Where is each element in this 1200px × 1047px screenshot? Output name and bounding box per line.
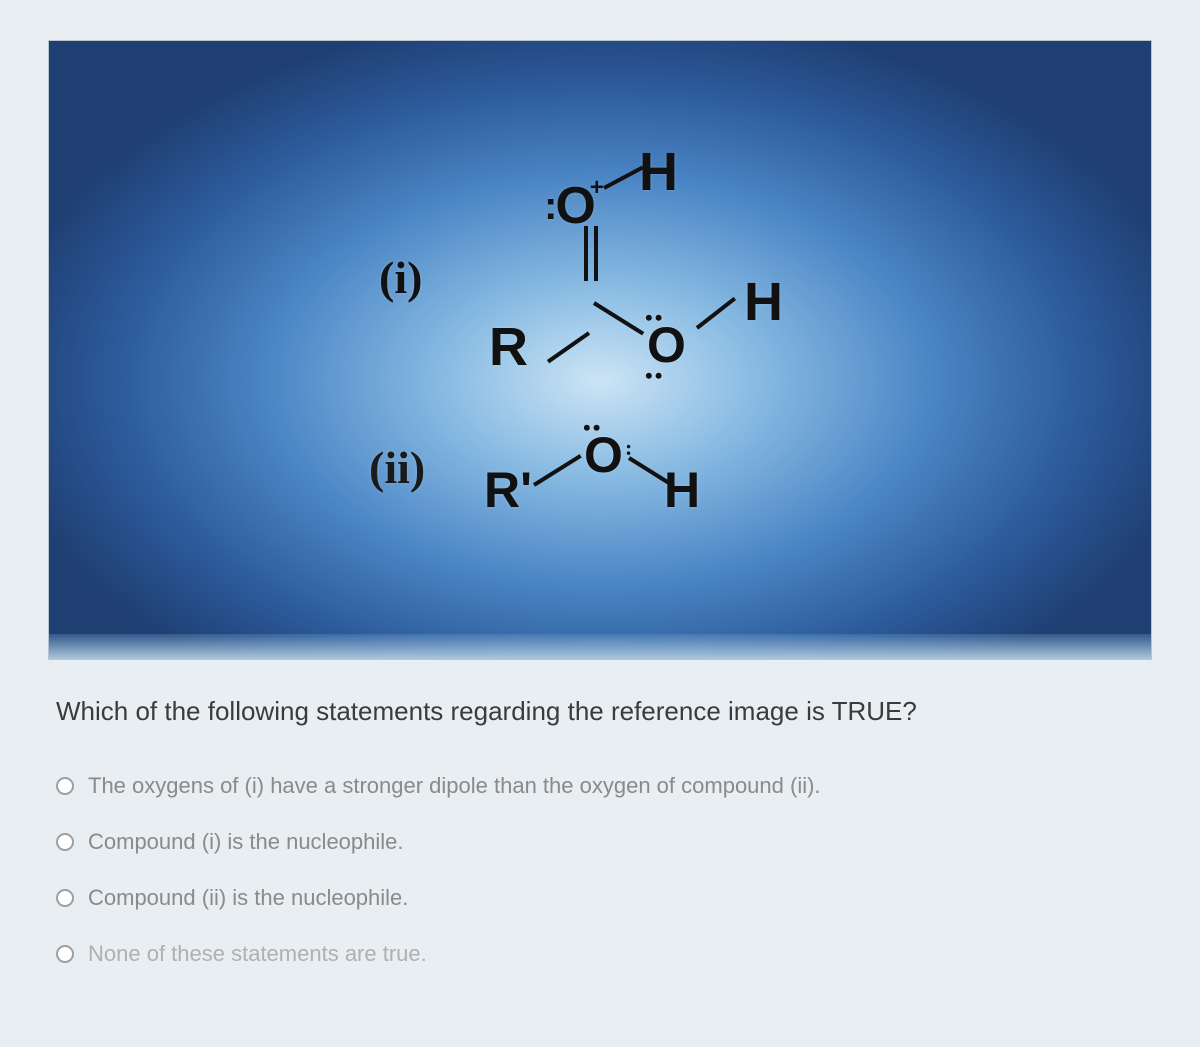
lone-pair-dots: •• <box>645 363 664 389</box>
atom-R-prime: R' <box>484 461 532 519</box>
option-row[interactable]: The oxygens of (i) have a stronger dipol… <box>56 773 1144 799</box>
atom-R: R <box>489 316 528 378</box>
reference-image-panel: (i) :O+ H R O •• •• H (ii) R' O •• : H <box>48 40 1152 660</box>
lone-pair-dots: •• <box>645 305 664 331</box>
quiz-page: (i) :O+ H R O •• •• H (ii) R' O •• : H W… <box>0 0 1200 1037</box>
option-label: The oxygens of (i) have a stronger dipol… <box>88 773 821 799</box>
single-bond <box>547 331 590 363</box>
double-bond <box>594 226 598 281</box>
radio-button[interactable] <box>56 889 74 907</box>
option-label: Compound (ii) is the nucleophile. <box>88 885 408 911</box>
lone-pair-dots: •• <box>583 415 602 441</box>
radio-button[interactable] <box>56 833 74 851</box>
option-row[interactable]: Compound (ii) is the nucleophile. <box>56 885 1144 911</box>
option-row[interactable]: Compound (i) is the nucleophile. <box>56 829 1144 855</box>
double-bond <box>584 226 588 281</box>
atom-O-top: :O+ <box>544 176 610 236</box>
option-label: Compound (i) is the nucleophile. <box>88 829 404 855</box>
atom-H-top: H <box>639 141 678 203</box>
question-area: Which of the following statements regard… <box>48 660 1152 967</box>
single-bond <box>696 297 736 330</box>
structure-label-i: (i) <box>379 251 422 304</box>
radio-button[interactable] <box>56 945 74 963</box>
structure-label-ii: (ii) <box>369 441 425 494</box>
question-prompt: Which of the following statements regard… <box>56 696 1144 727</box>
option-row[interactable]: None of these statements are true. <box>56 941 1144 967</box>
single-bond <box>593 301 644 335</box>
option-label: None of these statements are true. <box>88 941 427 967</box>
radio-button[interactable] <box>56 777 74 795</box>
single-bond <box>533 454 582 487</box>
atom-O-top-charge: + <box>590 174 604 201</box>
atom-H-right: H <box>744 271 783 333</box>
atom-H-ii: H <box>664 461 700 519</box>
